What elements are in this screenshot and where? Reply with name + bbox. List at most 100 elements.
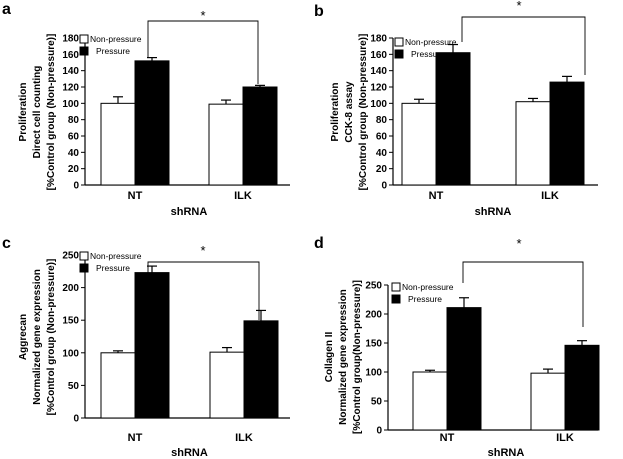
legend-swatch (394, 37, 404, 47)
legend-label: Pressure (408, 294, 442, 304)
legend-label: Non-pressure (90, 34, 142, 44)
y-tick-label: 20 (68, 164, 80, 175)
y-tick-label: 100 (370, 99, 387, 110)
category-label: ILK (235, 432, 253, 444)
bar-non-pressure-nt (100, 102, 136, 186)
panel-letter: b (314, 3, 324, 20)
y-tick-label: 100 (62, 99, 79, 110)
panel-letter: a (2, 1, 11, 18)
bar-non-pressure-ilk (209, 351, 245, 419)
y-axis-label: Aggrecan (18, 314, 29, 360)
legend-swatch (79, 34, 89, 44)
y-tick-label: 150 (62, 316, 79, 327)
legend-swatch (79, 263, 89, 273)
legend-label: Non-pressure (90, 251, 142, 261)
y-tick-label: 140 (370, 66, 387, 77)
bar-pressure-ilk (564, 344, 600, 431)
bar-non-pressure-nt (412, 371, 448, 431)
y-tick-label: 50 (371, 397, 383, 408)
y-tick-label: 200 (365, 310, 382, 321)
y-axis-label: [%Control group(Non-pressure)] (352, 280, 363, 434)
significance-bracket (147, 261, 260, 320)
panel-letter: d (314, 235, 324, 252)
y-tick-label: 180 (370, 34, 387, 45)
category-label: NT (440, 432, 455, 444)
y-tick-label: 80 (68, 115, 80, 126)
legend-swatch (79, 251, 89, 261)
y-tick-label: 40 (376, 148, 388, 159)
bar-non-pressure-nt (401, 102, 437, 186)
bar-non-pressure-ilk (208, 103, 244, 186)
y-tick-label: 160 (370, 50, 387, 61)
panel-b: b 0 20 40 60 80 100 120 140 160 180 NT ILK shRNA Proli… (314, 0, 598, 218)
y-tick-label: 0 (73, 181, 79, 192)
panel-letter: c (2, 235, 11, 252)
y-axis-label: [%Control group (Non-pressure)] (46, 34, 57, 191)
legend-label: Non-pressure (405, 37, 457, 47)
y-axis-label: Collagen II (324, 331, 335, 382)
category-label: NT (128, 190, 143, 202)
bar-pressure-ilk (243, 320, 279, 419)
bar-non-pressure-nt (100, 352, 136, 419)
y-tick-label: 100 (365, 368, 382, 379)
panel-a: a 0 20 40 60 80 100 120 140 160 180 NT ILK shRNA Proli… (2, 1, 290, 218)
y-tick-label: 60 (68, 132, 80, 143)
bar-pressure-nt (134, 272, 170, 419)
significance-marker: * (516, 0, 521, 13)
y-axis-label: CCK-8 assay (344, 81, 355, 143)
significance-bracket (461, 16, 586, 75)
legend-label: Non-pressure (402, 282, 454, 292)
x-axis-label: shRNA (171, 447, 208, 459)
significance-marker: * (200, 8, 205, 23)
y-tick-label: 120 (370, 83, 387, 94)
y-tick-label: 250 (62, 251, 79, 262)
legend-swatch (391, 282, 401, 292)
y-tick-label: 50 (68, 381, 80, 392)
y-tick-label: 0 (376, 426, 382, 437)
panel-c: c 0 50 100 150 200 250 NT ILK shRNA Aggrecan Normal… (2, 235, 290, 459)
y-axis-label: Normalized gene expression (338, 289, 349, 425)
category-label: ILK (541, 190, 559, 202)
bar-pressure-ilk (549, 81, 585, 186)
x-axis-label: shRNA (475, 206, 512, 218)
bar-non-pressure-ilk (530, 372, 566, 431)
y-tick-label: 100 (62, 348, 79, 359)
legend-swatch (391, 294, 401, 304)
category-label: ILK (556, 432, 574, 444)
category-label: ILK (234, 190, 252, 202)
bar-pressure-nt (446, 307, 482, 431)
legend-swatch (394, 49, 404, 59)
bar-pressure-nt (134, 60, 170, 186)
y-tick-label: 0 (73, 414, 79, 425)
significance-marker: * (516, 236, 521, 251)
y-axis-label: [%Control group (Non-pressure)] (358, 34, 369, 191)
y-axis-label: Direct cell counting (32, 66, 43, 159)
y-tick-label: 80 (376, 115, 388, 126)
significance-bracket (462, 261, 584, 327)
y-tick-label: 250 (365, 281, 382, 292)
y-tick-label: 40 (68, 148, 80, 159)
y-tick-label: 0 (381, 181, 387, 192)
x-axis-label: shRNA (488, 447, 525, 459)
category-label: NT (128, 432, 143, 444)
category-label: NT (429, 190, 444, 202)
legend-label: Pressure (96, 46, 130, 56)
panel-d: d 0 50 100 150 200 250 NT ILK shRNA Collagen II Nor… (314, 235, 600, 459)
y-axis-label: [%Control group (Non-pressure)] (46, 259, 57, 416)
bar-pressure-nt (435, 52, 471, 186)
significance-bracket (147, 20, 259, 84)
y-tick-label: 120 (62, 83, 79, 94)
x-axis-label: shRNA (171, 206, 208, 218)
y-tick-label: 150 (365, 339, 382, 350)
significance-marker: * (200, 243, 205, 258)
legend-swatch (79, 46, 89, 56)
y-tick-label: 180 (62, 34, 79, 45)
bar-pressure-ilk (242, 86, 278, 186)
legend-label: Pressure (96, 263, 130, 273)
y-axis-label: Proliferation (330, 83, 341, 142)
y-axis-label: Proliferation (18, 83, 29, 142)
bar-non-pressure-ilk (515, 101, 551, 186)
y-tick-label: 160 (62, 50, 79, 61)
y-tick-label: 140 (62, 66, 79, 77)
